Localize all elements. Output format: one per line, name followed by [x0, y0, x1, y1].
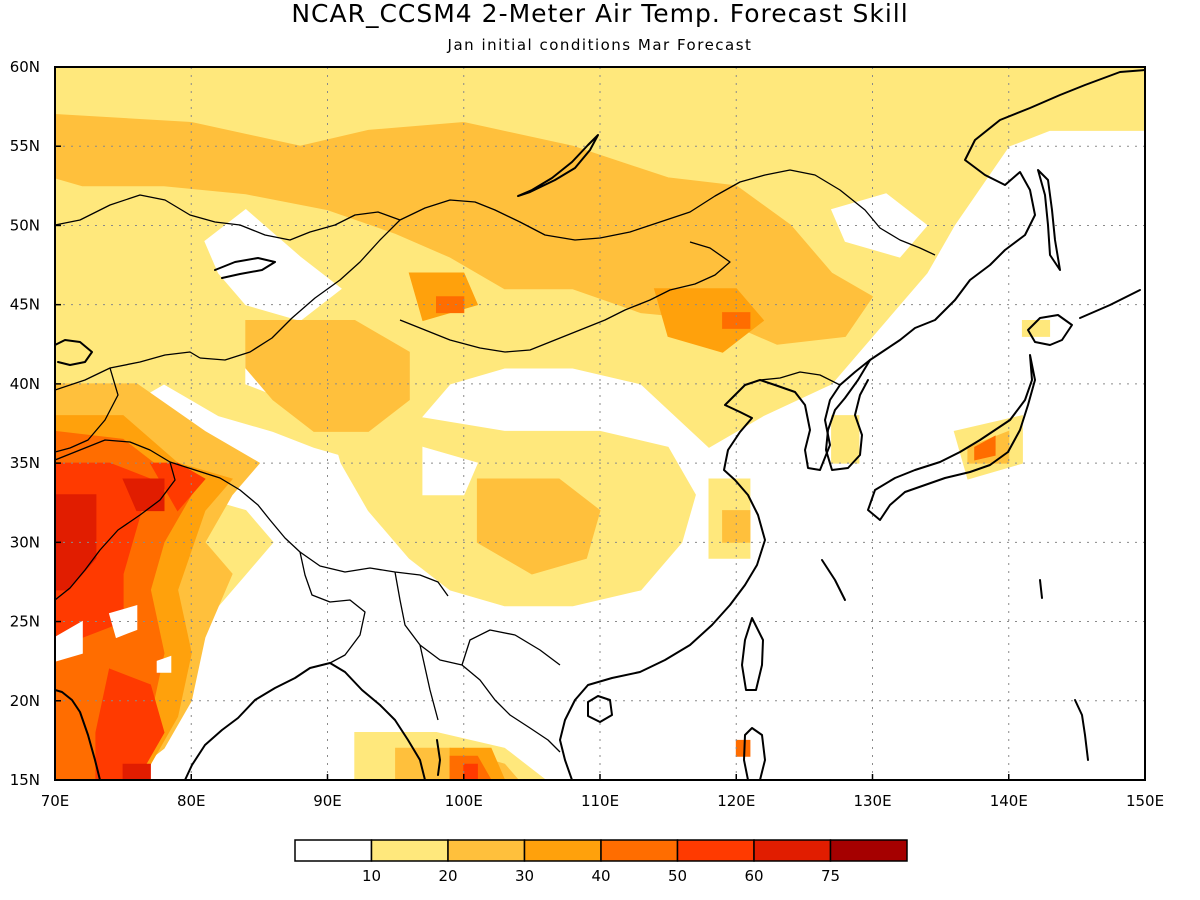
latitude-tick-marks — [55, 66, 61, 781]
skill-patch-level-2 — [722, 510, 751, 543]
longitude-tick-marks — [54, 774, 1146, 780]
skill-patch-level-4 — [722, 312, 751, 329]
sakhalin-coastline — [1037, 169, 1061, 271]
coastlines-and-borders — [55, 69, 1145, 780]
lon-tick-label: 130E — [853, 792, 891, 810]
latitude-axis-labels: 15N 20N 25N 30N 35N 40N 45N 50N 55N 60N — [10, 58, 40, 789]
skill-patch-level-6 — [122, 763, 151, 780]
hokkaido-coastline — [1027, 314, 1073, 346]
skill-patch-level-2 — [245, 320, 410, 432]
legend-label: 40 — [591, 867, 610, 885]
lon-tick-label: 90E — [313, 792, 342, 810]
legend-label: 75 — [821, 867, 840, 885]
legend-label: 30 — [515, 867, 534, 885]
figure-subtitle: Jan initial conditions Mar Forecast — [447, 36, 753, 54]
skill-patch-level-2 — [55, 113, 874, 345]
legend-label: 20 — [438, 867, 457, 885]
lake-balkhash-outline — [214, 257, 276, 279]
kuril-islands — [1079, 289, 1141, 319]
legend-swatch — [753, 839, 832, 862]
andaman-islands — [436, 739, 441, 776]
legend-swatch — [370, 839, 449, 862]
afghanistan-pakistan-border — [55, 439, 176, 601]
legend-label: 60 — [744, 867, 763, 885]
lat-tick-label: 20N — [10, 692, 40, 710]
lon-tick-label: 80E — [177, 792, 206, 810]
skill-patch-level-1 — [831, 415, 860, 464]
lon-tick-label: 100E — [445, 792, 483, 810]
skill-patch-level-4 — [974, 435, 996, 461]
lat-tick-label: 30N — [10, 533, 40, 551]
china-korea-border — [759, 371, 841, 386]
skill-patch-level-0 — [156, 655, 172, 673]
skill-patch-level-0 — [108, 605, 138, 639]
lon-tick-label: 140E — [990, 792, 1028, 810]
legend-label: 10 — [362, 867, 381, 885]
lon-tick-label: 70E — [41, 792, 70, 810]
northeast-india-borders — [299, 551, 366, 664]
ryukyu-islands — [821, 559, 846, 601]
skill-patch-level-6 — [122, 478, 165, 512]
lat-tick-label: 50N — [10, 216, 40, 234]
skill-patch-level-2 — [476, 478, 601, 575]
legend-swatch — [523, 839, 602, 862]
skill-shading-layer — [55, 67, 1145, 780]
lat-tick-label: 15N — [10, 771, 40, 789]
lat-tick-label: 55N — [10, 137, 40, 155]
skill-patch-level-4 — [436, 296, 465, 314]
figure-title: NCAR_CCSM4 2-Meter Air Temp. Forecast Sk… — [291, 0, 908, 28]
lake-baikal-outline — [517, 134, 599, 197]
aral-sea-outline — [55, 339, 93, 366]
legend-swatch — [829, 839, 908, 862]
russia-mongolia-china-border — [399, 169, 936, 256]
luzon-coastline — [743, 727, 766, 780]
bay-of-bengal-coastline — [184, 662, 426, 780]
korea-coastline — [825, 359, 871, 471]
skill-patch-level-0 — [55, 620, 83, 662]
lat-lon-gridlines — [55, 67, 1145, 780]
lon-tick-label: 110E — [581, 792, 619, 810]
legend-swatch — [447, 839, 526, 862]
bonin-islands — [1039, 579, 1043, 599]
mariana-islands — [1074, 699, 1089, 761]
southeast-asia-borders — [394, 571, 561, 753]
hainan-coastline — [587, 695, 613, 723]
longitude-axis-labels: 70E 80E 90E 100E 110E 120E 130E 140E 150E — [41, 792, 1164, 810]
skill-patch-level-4 — [735, 739, 751, 757]
china-kazakhstan-border — [199, 219, 401, 361]
lat-tick-label: 25N — [10, 613, 40, 631]
india-west-coastline — [55, 689, 101, 780]
taiwan-coastline — [741, 617, 764, 691]
color-legend: 10 20 30 40 50 60 75 — [294, 839, 908, 885]
legend-swatch — [294, 839, 373, 862]
skill-patch-level-5 — [463, 763, 478, 780]
mainland-coastline — [559, 69, 1145, 780]
mongolia-china-border — [399, 241, 731, 353]
lat-tick-label: 40N — [10, 375, 40, 393]
lon-tick-label: 150E — [1126, 792, 1164, 810]
skill-patch-level-5 — [95, 668, 165, 780]
japan-coastline — [867, 354, 1036, 521]
russia-kazakhstan-border — [55, 194, 401, 241]
legend-swatch — [676, 839, 755, 862]
legend-label: 50 — [668, 867, 687, 885]
lat-tick-label: 45N — [10, 296, 40, 314]
central-asia-borders — [55, 351, 201, 453]
legend-swatch — [600, 839, 679, 862]
lat-tick-label: 35N — [10, 454, 40, 472]
lon-tick-label: 120E — [717, 792, 755, 810]
lat-tick-label: 60N — [10, 58, 40, 76]
